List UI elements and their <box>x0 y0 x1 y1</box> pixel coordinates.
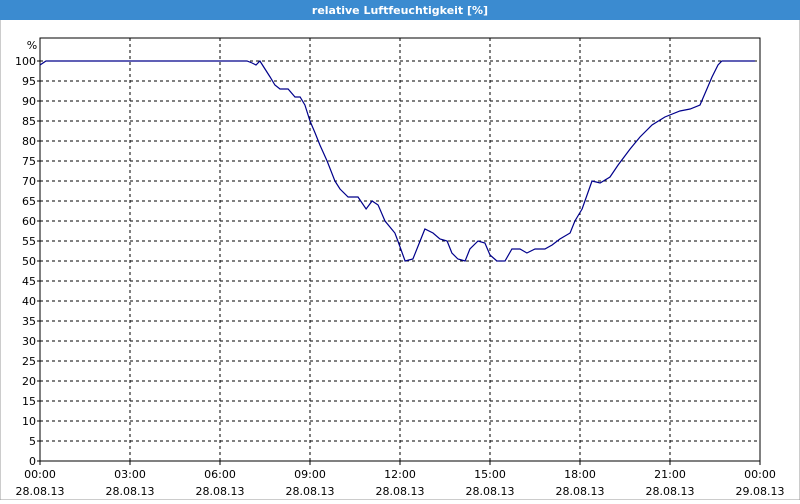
y-tick-label: 70 <box>22 175 36 188</box>
y-tick-label: 15 <box>22 395 36 408</box>
x-tick-label: 00:00 <box>744 468 776 481</box>
y-tick-label: 60 <box>22 215 36 228</box>
x-tick-date: 28.08.13 <box>466 485 515 498</box>
x-tick-label: 03:00 <box>114 468 146 481</box>
x-tick-date: 28.08.13 <box>556 485 605 498</box>
x-tick-date: 28.08.13 <box>376 485 425 498</box>
y-tick-label: 75 <box>22 155 36 168</box>
title-bar <box>0 0 800 20</box>
x-tick-date: 28.08.13 <box>16 485 65 498</box>
x-tick-label: 21:00 <box>654 468 686 481</box>
y-tick-label: 55 <box>22 235 36 248</box>
x-tick-label: 06:00 <box>204 468 236 481</box>
chart-title: relative Luftfeuchtigkeit [%] <box>312 4 488 17</box>
y-tick-label: 30 <box>22 335 36 348</box>
x-tick-date: 28.08.13 <box>286 485 335 498</box>
y-tick-label: 25 <box>22 355 36 368</box>
y-tick-label: 100 <box>15 55 36 68</box>
data-line <box>39 60 755 262</box>
x-tick-date: 28.08.13 <box>106 485 155 498</box>
x-tick-label: 09:00 <box>294 468 326 481</box>
y-tick-label: 5 <box>29 435 36 448</box>
y-tick-label: 10 <box>22 415 36 428</box>
y-tick-label: 45 <box>22 275 36 288</box>
y-tick-label: 20 <box>22 375 36 388</box>
x-tick-label: 18:00 <box>564 468 596 481</box>
y-unit: % <box>27 39 37 52</box>
x-tick-date: 29.08.13 <box>736 485 785 498</box>
y-tick-label: 0 <box>29 455 36 468</box>
y-tick-label: 85 <box>22 115 36 128</box>
y-tick-label: 35 <box>22 315 36 328</box>
x-tick-label: 15:00 <box>474 468 506 481</box>
x-tick-label: 00:00 <box>24 468 56 481</box>
y-tick-label: 95 <box>22 75 36 88</box>
x-tick-label: 12:00 <box>384 468 416 481</box>
y-tick-label: 40 <box>22 295 36 308</box>
y-tick-label: 65 <box>22 195 36 208</box>
y-tick-label: 50 <box>22 255 36 268</box>
plot-frame <box>39 37 761 462</box>
x-tick-date: 28.08.13 <box>196 485 245 498</box>
x-tick-date: 28.08.13 <box>646 485 695 498</box>
y-tick-label: 90 <box>22 95 36 108</box>
y-tick-label: 80 <box>22 135 36 148</box>
